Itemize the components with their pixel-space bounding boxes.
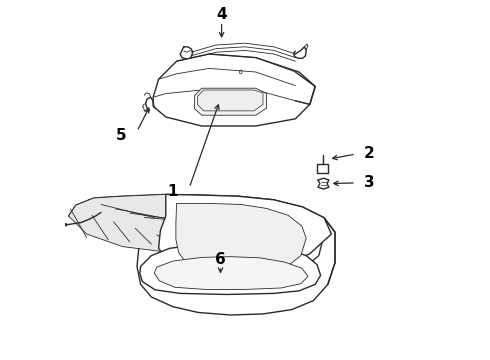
Text: 6: 6 xyxy=(215,252,226,267)
Text: 1: 1 xyxy=(168,184,178,199)
Polygon shape xyxy=(69,194,335,315)
Polygon shape xyxy=(153,54,315,126)
Polygon shape xyxy=(159,194,331,273)
Polygon shape xyxy=(69,194,238,252)
Polygon shape xyxy=(317,164,328,173)
Text: 4: 4 xyxy=(216,7,227,22)
Text: 2: 2 xyxy=(364,145,374,161)
Polygon shape xyxy=(176,203,306,275)
Polygon shape xyxy=(140,244,320,294)
Polygon shape xyxy=(195,88,267,115)
Text: 3: 3 xyxy=(364,175,374,190)
Text: 5: 5 xyxy=(116,127,126,143)
Polygon shape xyxy=(197,90,263,111)
Polygon shape xyxy=(154,257,308,289)
